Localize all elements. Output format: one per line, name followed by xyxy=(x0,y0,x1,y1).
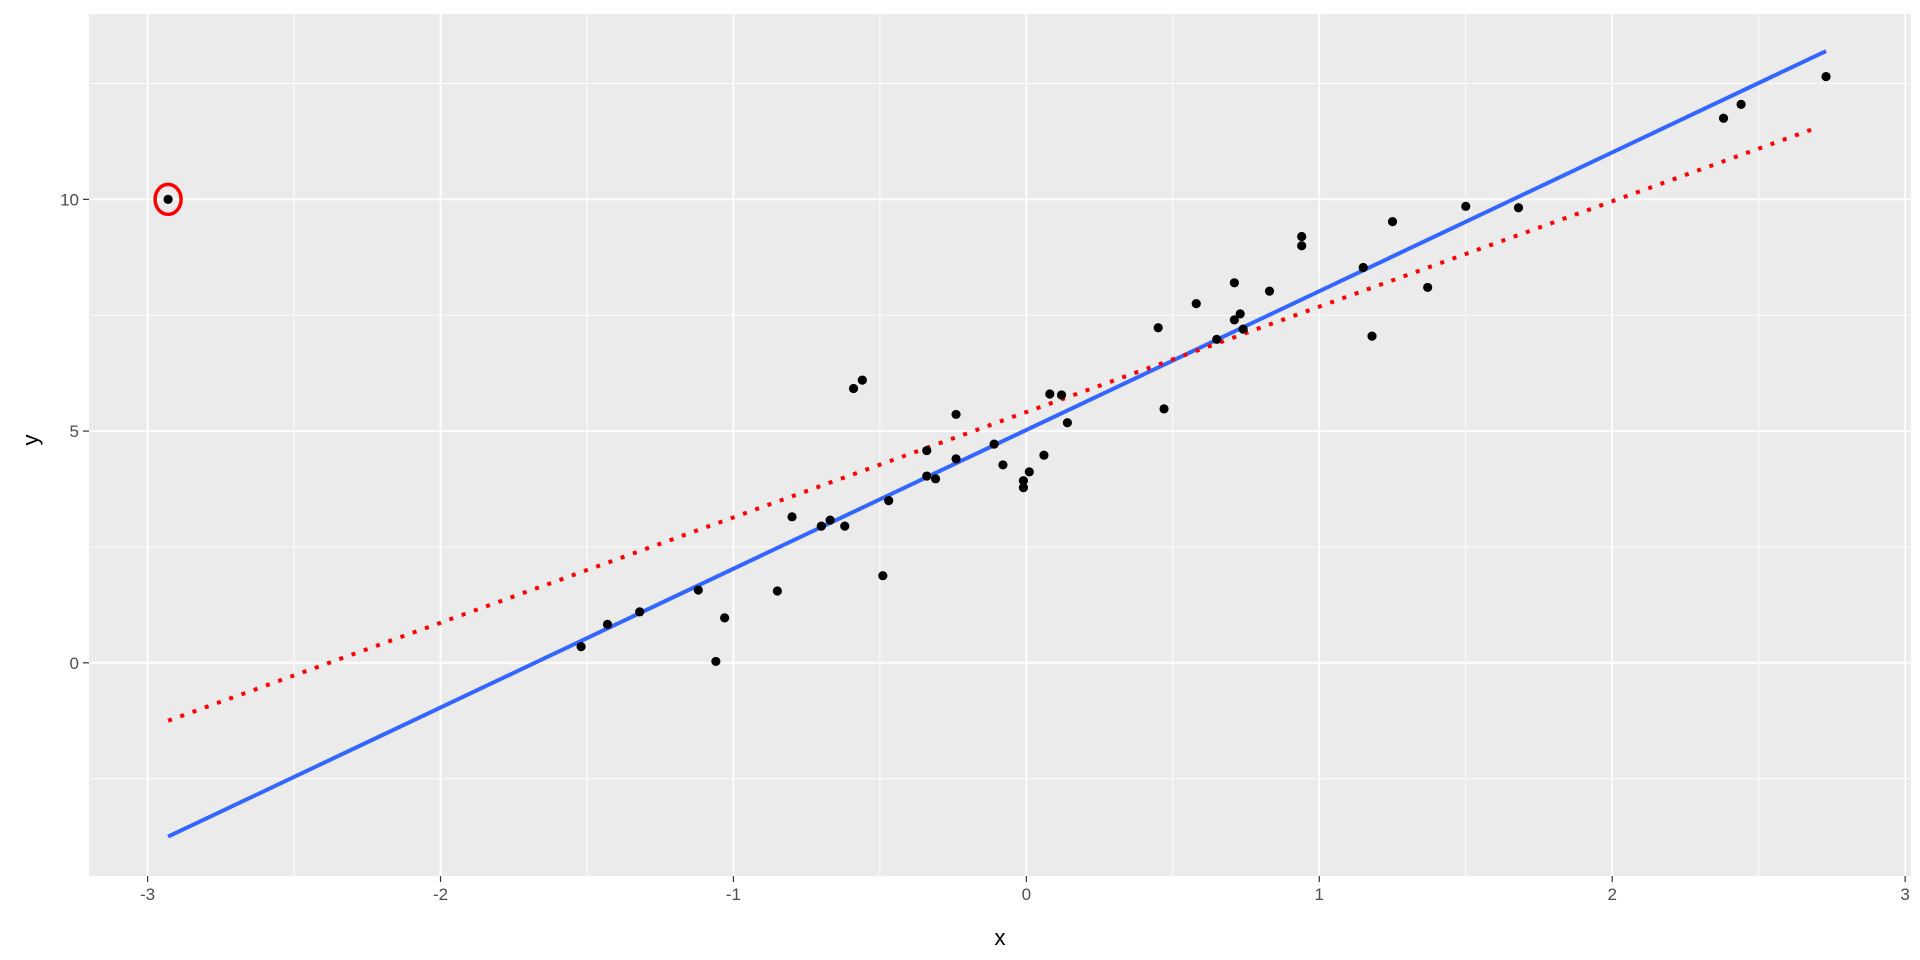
data-point xyxy=(693,585,703,595)
data-point xyxy=(825,515,835,525)
x-tick-label: -2 xyxy=(433,885,448,904)
data-point xyxy=(1718,113,1729,123)
data-point xyxy=(1264,286,1275,296)
data-point xyxy=(884,496,894,506)
data-point xyxy=(816,521,826,531)
outlier-circle xyxy=(153,182,183,217)
data-point xyxy=(1513,203,1524,213)
data-point xyxy=(1423,282,1433,293)
data-point xyxy=(1238,324,1248,334)
data-point xyxy=(602,619,613,629)
x-tick-label: 3 xyxy=(1900,885,1909,904)
data-points xyxy=(163,71,1831,667)
data-point xyxy=(1387,217,1398,227)
data-point xyxy=(1297,241,1307,251)
data-point xyxy=(1229,315,1239,325)
data-point xyxy=(1235,309,1245,319)
data-point xyxy=(1056,390,1067,400)
data-point xyxy=(998,460,1008,470)
data-point xyxy=(711,656,721,667)
y-tick-label: 0 xyxy=(70,654,79,673)
data-point xyxy=(1821,71,1831,82)
major-gridlines xyxy=(89,14,1911,876)
outlier-highlight xyxy=(153,182,183,217)
data-point xyxy=(930,474,941,484)
x-axis: -3 -2 -1 0 1 2 3 xyxy=(140,876,1910,904)
minor-gridlines xyxy=(89,14,1911,876)
data-point xyxy=(720,613,730,623)
x-tick-label: 0 xyxy=(1022,885,1031,904)
data-point xyxy=(840,521,850,531)
data-point xyxy=(848,383,859,394)
data-point xyxy=(1062,418,1072,428)
y-axis: 0 5 10 xyxy=(60,190,89,673)
data-point xyxy=(878,571,888,581)
x-axis-title: x xyxy=(995,925,1006,950)
x-tick-label: -1 xyxy=(726,885,741,904)
data-point xyxy=(1018,483,1029,493)
data-point xyxy=(1229,278,1239,288)
y-tick-label: 10 xyxy=(60,190,79,209)
data-point xyxy=(1297,231,1307,242)
data-point xyxy=(922,471,932,481)
y-tick-label: 5 xyxy=(70,422,79,441)
x-tick-label: 2 xyxy=(1607,885,1616,904)
data-point xyxy=(635,607,645,617)
x-tick-label: -3 xyxy=(140,885,155,904)
data-point xyxy=(1212,334,1222,344)
data-point xyxy=(1045,389,1055,399)
data-point xyxy=(1039,450,1049,460)
data-point xyxy=(1153,323,1163,333)
data-point xyxy=(951,409,961,420)
data-point xyxy=(1367,331,1377,341)
data-point xyxy=(1191,299,1201,309)
data-point xyxy=(922,445,932,456)
data-point xyxy=(1736,99,1746,109)
data-point xyxy=(1159,404,1169,414)
data-point xyxy=(1024,467,1034,477)
data-point xyxy=(576,641,586,652)
data-point xyxy=(787,512,797,522)
data-point xyxy=(1358,262,1368,273)
data-point xyxy=(1461,201,1471,211)
data-point xyxy=(951,454,961,464)
data-point xyxy=(857,375,867,385)
data-point xyxy=(989,439,999,449)
data-point xyxy=(163,194,173,204)
data-point xyxy=(772,586,782,596)
data-point xyxy=(1018,476,1029,486)
x-tick-label: 1 xyxy=(1315,885,1324,904)
y-axis-title: y xyxy=(18,435,43,446)
